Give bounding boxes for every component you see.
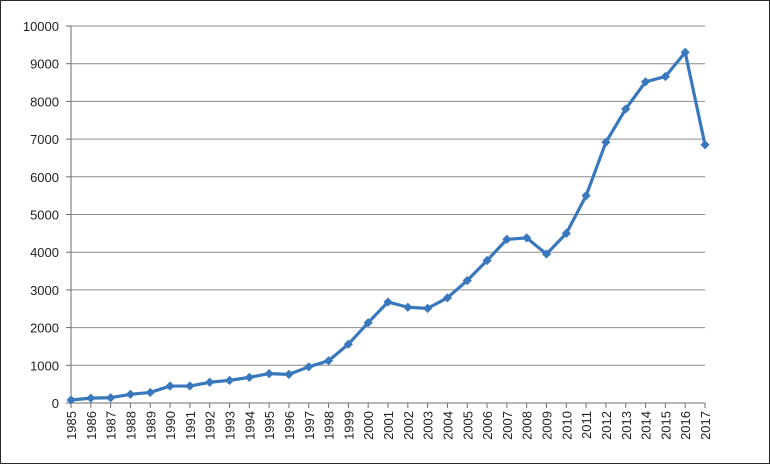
data-point-2008: [522, 233, 532, 243]
data-point-2010: [561, 228, 571, 238]
x-tick-label: 2014: [639, 411, 654, 440]
x-tick-label: 1999: [341, 411, 356, 440]
y-tick-label: 6000: [30, 170, 59, 185]
data-point-1996: [284, 369, 294, 379]
x-tick-label: 1990: [163, 411, 178, 440]
y-tick-label: 5000: [30, 208, 59, 223]
y-tick-label: 0: [52, 396, 59, 411]
x-tick-label: 2012: [599, 411, 614, 440]
data-point-2003: [423, 303, 433, 313]
x-tick-label: 2015: [658, 411, 673, 440]
data-point-2000: [363, 318, 373, 328]
data-point-2013: [621, 104, 631, 114]
data-point-1999: [343, 339, 353, 349]
gridlines: [71, 25, 705, 366]
data-point-1987: [106, 393, 116, 403]
data-point-2005: [462, 275, 472, 286]
data-point-1985: [66, 395, 76, 405]
y-tick-label: 10000: [23, 19, 59, 34]
data-point-1988: [125, 389, 136, 399]
series-line: [69, 50, 707, 402]
y-tick-label: 4000: [30, 245, 59, 260]
x-tick-label: 1991: [183, 411, 198, 440]
axes: [66, 25, 706, 408]
x-tick-label: 1985: [64, 411, 79, 440]
x-tick-label: 1996: [282, 411, 297, 440]
x-tick-label: 1994: [242, 411, 257, 440]
data-point-2002: [403, 302, 413, 312]
y-tick-label: 3000: [30, 283, 59, 298]
x-tick-label: 2004: [440, 411, 455, 440]
x-tick-label: 1998: [322, 411, 337, 440]
data-point-1997: [304, 362, 314, 372]
y-tick-label: 8000: [30, 94, 59, 109]
x-tick-label: 2007: [500, 411, 515, 440]
x-tick-label: 2016: [678, 411, 693, 440]
data-point-2001: [383, 297, 393, 307]
data-point-2016: [680, 47, 690, 57]
data-point-1991: [185, 381, 195, 391]
x-tick-label: 1993: [223, 411, 238, 440]
data-point-2011: [581, 191, 591, 201]
series-layer: [69, 50, 707, 402]
x-tick-label: 2002: [401, 411, 416, 440]
x-tick-label: 1987: [104, 411, 119, 440]
data-point-1995: [264, 368, 274, 379]
data-point-2007: [502, 234, 512, 244]
x-tick-label: 2011: [579, 411, 594, 439]
data-point-2004: [442, 293, 453, 303]
x-tick-label: 2005: [460, 411, 475, 440]
y-tick-label: 2000: [30, 321, 59, 336]
x-tick-label: 1988: [123, 411, 138, 440]
x-tick-label: 2013: [619, 411, 634, 440]
data-point-2017: [700, 140, 710, 150]
data-point-2006: [482, 255, 492, 266]
x-tick-label: 2008: [520, 411, 535, 440]
x-tick-label: 1992: [203, 411, 218, 440]
data-point-1994: [244, 372, 254, 382]
data-point-1986: [86, 393, 96, 403]
data-point-1992: [205, 377, 215, 387]
data-point-1998: [323, 356, 334, 366]
x-tick-label: 2017: [698, 411, 713, 440]
x-tick-label: 1995: [262, 411, 277, 440]
data-point-2015: [660, 71, 670, 82]
x-tick-label: 2000: [361, 411, 376, 440]
data-point-2012: [601, 137, 611, 147]
x-tick-label: 2006: [480, 411, 495, 440]
data-point-2014: [640, 77, 651, 87]
x-tick-label: 2009: [540, 411, 555, 440]
x-tick-label: 1997: [302, 411, 317, 440]
y-tick-label: 1000: [30, 358, 59, 373]
data-point-1993: [224, 375, 235, 385]
x-axis-tick-labels: 1985 1986 1987 1988 1989 1990 1991 1992 1993 1994…: [64, 411, 713, 440]
y-tick-label: 9000: [30, 57, 59, 72]
data-point-1989: [145, 387, 155, 398]
x-tick-label: 1989: [143, 411, 158, 440]
y-tick-label: 7000: [30, 132, 59, 147]
y-axis-tick-labels: 0 1000 2000 3000 4000 5000 6000 7000 8000 9000 100…: [23, 19, 59, 411]
x-tick-label: 2010: [559, 411, 574, 440]
x-tick-label: 1986: [84, 411, 99, 440]
x-tick-label: 2001: [381, 411, 396, 440]
data-point-1990: [165, 381, 175, 391]
x-tick-label: 2003: [421, 411, 436, 440]
